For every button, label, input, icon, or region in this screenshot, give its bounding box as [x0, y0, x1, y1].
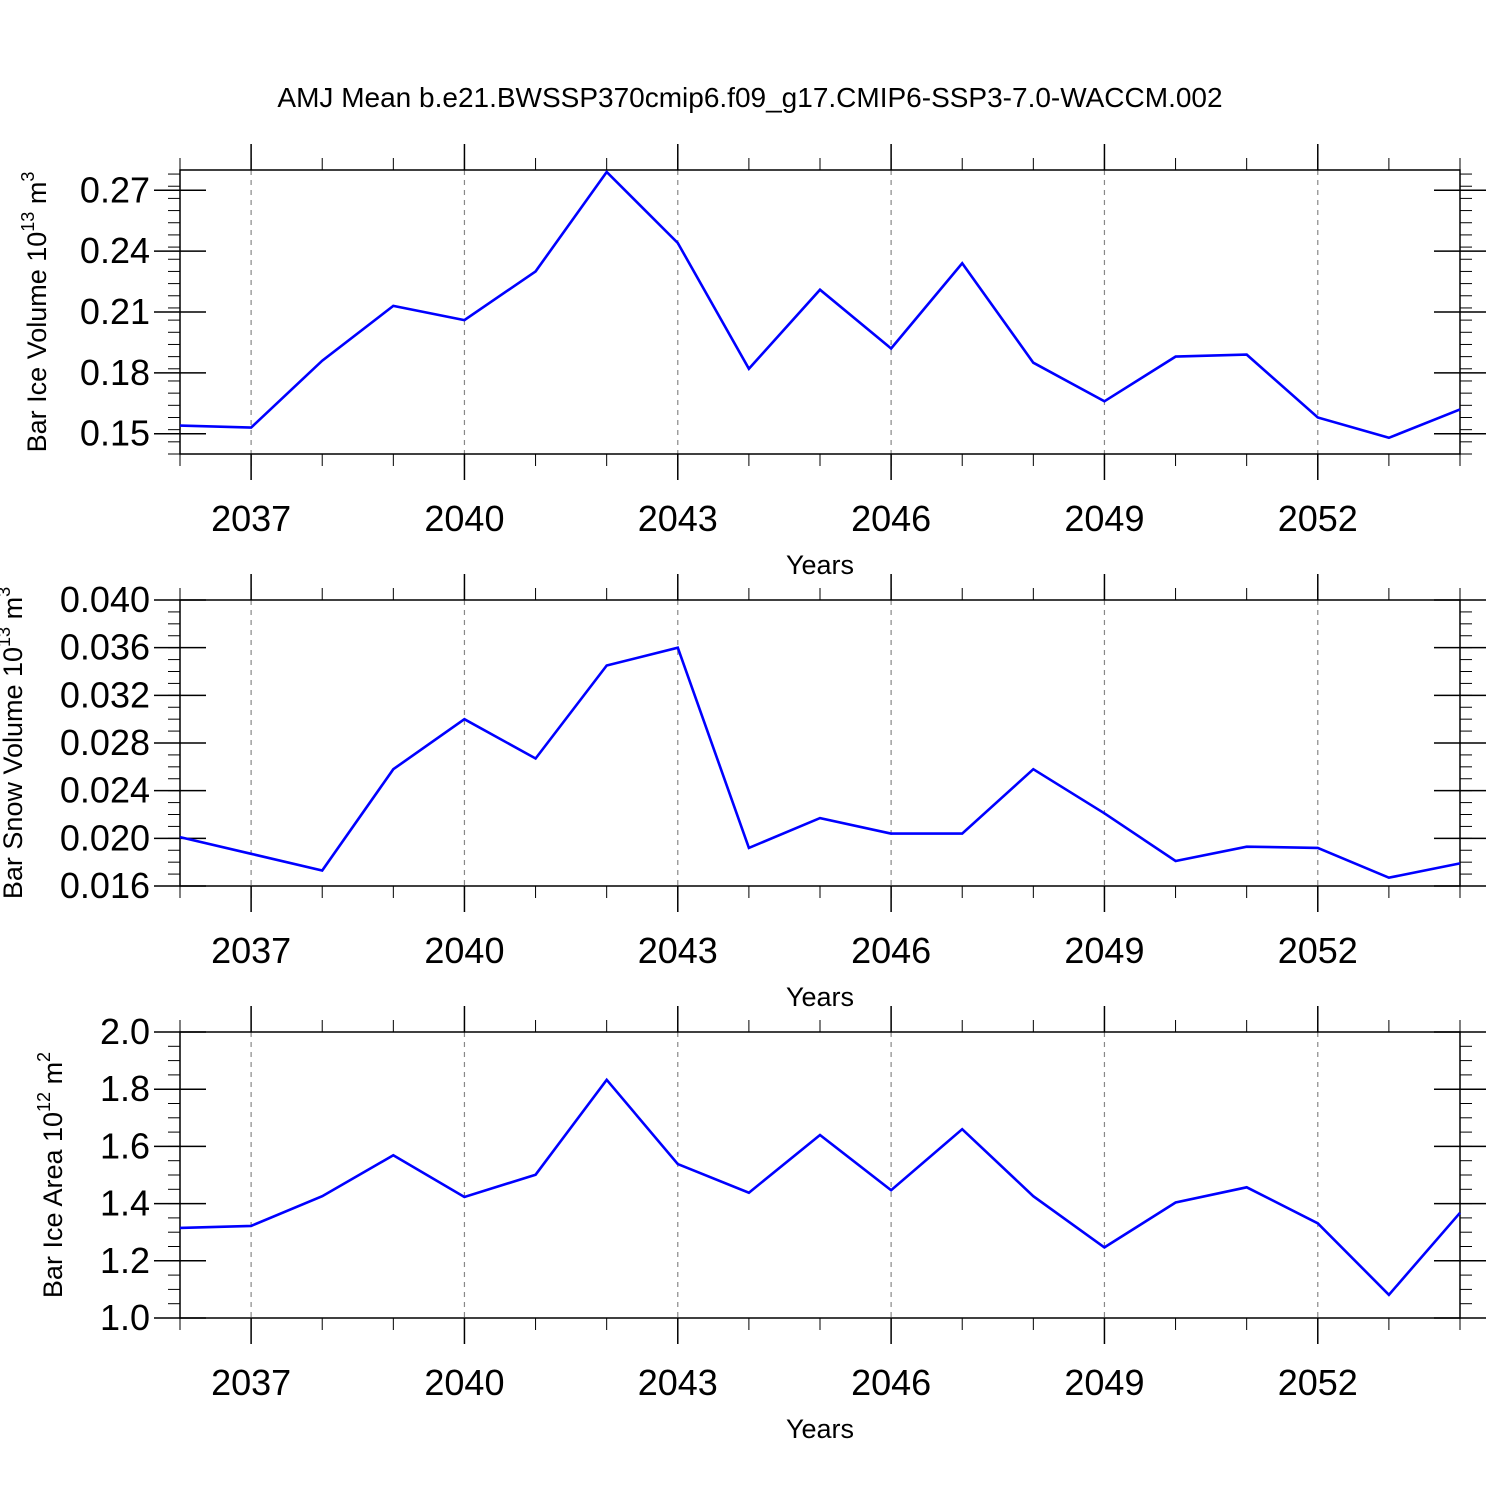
y-axis-title-exponent: 13 [18, 212, 38, 232]
x-tick-label: 2046 [851, 930, 931, 971]
y-tick-label: 0.036 [60, 627, 150, 668]
x-tick-label: 2037 [211, 498, 291, 539]
y-axis-title-text: Bar Ice Area 10 [38, 1112, 68, 1298]
y-tick-label: 0.020 [60, 817, 150, 858]
y-axis-title-unit-exponent: 2 [34, 1052, 54, 1062]
y-tick-label: 0.15 [80, 413, 150, 454]
y-tick-label: 0.040 [60, 579, 150, 620]
x-tick-label: 2049 [1064, 1362, 1144, 1403]
y-tick-label: 1.2 [100, 1240, 150, 1281]
y-axis-title-unit: m [38, 1062, 68, 1092]
y-tick-label: 1.6 [100, 1125, 150, 1166]
x-tick-label: 2046 [851, 498, 931, 539]
y-axis-title-unit-exponent: 3 [18, 172, 38, 182]
y-axis-title: Bar Snow Volume 1013 m3 [0, 587, 28, 899]
y-tick-label: 2.0 [100, 1011, 150, 1052]
y-axis-title-unit: m [22, 182, 52, 212]
y-tick-label: 1.0 [100, 1297, 150, 1338]
y-axis-title: Bar Ice Volume 1013 m3 [18, 172, 52, 453]
x-tick-label: 2049 [1064, 930, 1144, 971]
x-tick-label: 2052 [1278, 1362, 1358, 1403]
y-tick-label: 0.032 [60, 674, 150, 715]
y-tick-label: 1.8 [100, 1068, 150, 1109]
y-axis-title-exponent: 13 [0, 627, 14, 647]
panel-1: 0.15 0.18 0.21 0.24 0.27 2037 2040 2043 2046 2049… [18, 144, 1486, 580]
x-tick-label: 2043 [638, 498, 718, 539]
y-tick-label: 0.016 [60, 865, 150, 906]
y-axis-title-unit-exponent: 3 [0, 587, 14, 597]
x-tick-label: 2040 [424, 930, 504, 971]
y-axis-title-unit: m [0, 597, 28, 627]
x-tick-label: 2037 [211, 930, 291, 971]
series-line [179, 646, 1461, 880]
y-axis-title-exponent: 12 [34, 1092, 54, 1112]
panel-2: 0.016 0.020 0.024 0.028 0.032 0.036 0.040 2037 2… [0, 574, 1486, 1012]
y-tick-label: 0.24 [80, 230, 150, 271]
x-tick-label: 2052 [1278, 498, 1358, 539]
x-tick-label: 2043 [638, 930, 718, 971]
x-tick-label: 2049 [1064, 498, 1144, 539]
plot-frame [179, 169, 1461, 455]
y-tick-label: 0.18 [80, 352, 150, 393]
plot-frame [179, 599, 1461, 887]
x-tick-label: 2040 [424, 1362, 504, 1403]
y-axis-title: Bar Ice Area 1012 m2 [34, 1052, 68, 1298]
y-tick-label: 0.21 [80, 291, 150, 332]
y-tick-label: 0.028 [60, 722, 150, 763]
x-axis-title: Years [786, 550, 854, 580]
x-tick-label: 2046 [851, 1362, 931, 1403]
y-tick-label: 0.024 [60, 770, 150, 811]
x-tick-label: 2040 [424, 498, 504, 539]
x-tick-label: 2043 [638, 1362, 718, 1403]
y-axis-title-text: Bar Snow Volume 10 [0, 647, 28, 899]
plot-frame [179, 1031, 1461, 1319]
x-axis-title: Years [786, 1414, 854, 1444]
x-tick-label: 2037 [211, 1362, 291, 1403]
chart-title: AMJ Mean b.e21.BWSSP370cmip6.f09_g17.CMI… [277, 82, 1222, 113]
y-tick-label: 1.4 [100, 1183, 150, 1224]
panel-3: 1.0 1.2 1.4 1.6 1.8 2.0 2037 2040 2043 2046 2049 20… [34, 1006, 1486, 1444]
y-tick-label: 0.27 [80, 169, 150, 210]
x-tick-label: 2052 [1278, 930, 1358, 971]
series-line [179, 1077, 1461, 1297]
series-line [179, 169, 1461, 440]
x-axis-title: Years [786, 982, 854, 1012]
y-axis-title-text: Bar Ice Volume 10 [22, 232, 52, 453]
